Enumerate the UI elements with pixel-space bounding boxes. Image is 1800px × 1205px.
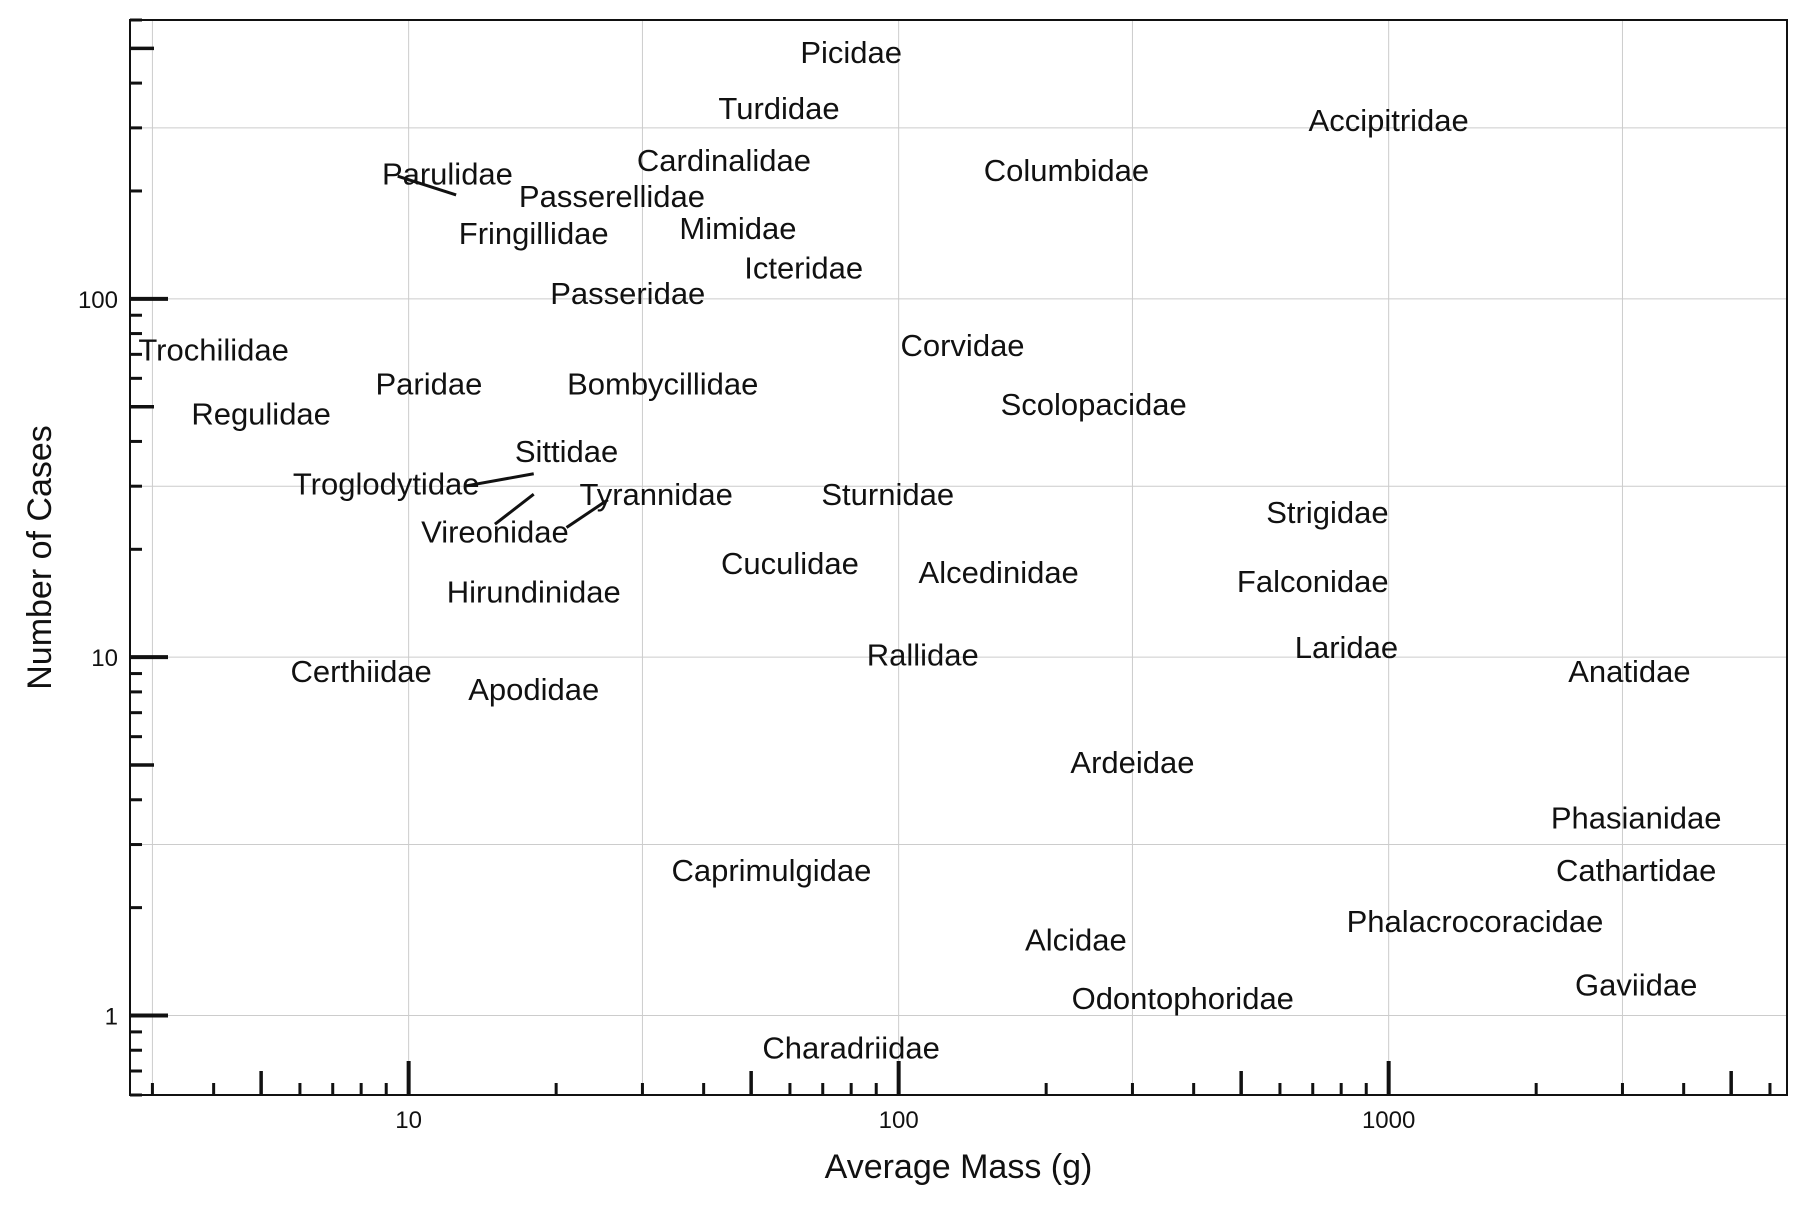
family-label-gaviidae: Gaviidae [1575, 967, 1697, 1002]
family-label-charadriidae: Charadriidae [762, 1030, 940, 1065]
leader-line [565, 498, 609, 529]
family-label-columbidae: Columbidae [984, 153, 1149, 188]
family-label-certhiidae: Certhiidae [290, 654, 431, 689]
family-label-odontophoridae: Odontophoridae [1072, 981, 1294, 1016]
family-label-vireonidae: Vireonidae [421, 515, 569, 550]
family-label-sturnidae: Sturnidae [821, 477, 954, 512]
tick-labels: 10 100 1000 1 10 100 [78, 287, 1415, 1134]
y-tick-label: 1 [105, 1004, 118, 1031]
grid-lines [130, 20, 1787, 1095]
family-label-alcidae: Alcidae [1025, 923, 1127, 958]
family-label-caprimulgidae: Caprimulgidae [671, 853, 871, 888]
family-label-troglodytidae: Troglodytidae [293, 466, 480, 501]
family-label-corvidae: Corvidae [900, 328, 1024, 363]
family-label-regulidae: Regulidae [191, 397, 331, 432]
leader-line [494, 492, 535, 526]
family-label-passeridae: Passeridae [550, 276, 705, 311]
x-tick-label: 10 [395, 1107, 422, 1134]
family-label-trochilidae: Trochilidae [138, 332, 288, 367]
plot-frame [129, 19, 1788, 1096]
family-label-rallidae: Rallidae [867, 637, 979, 672]
family-label-mimidae: Mimidae [679, 211, 796, 246]
family-label-accipitridae: Accipitridae [1309, 103, 1469, 138]
x-tick-label: 100 [879, 1107, 919, 1134]
family-label-cathartidae: Cathartidae [1556, 853, 1716, 888]
family-label-bombycillidae: Bombycillidae [567, 367, 758, 402]
family-label-apodidae: Apodidae [468, 672, 599, 707]
leader-line [464, 472, 534, 488]
family-label-strigidae: Strigidae [1266, 495, 1388, 530]
family-label-turdidae: Turdidae [718, 91, 839, 126]
family-label-ardeidae: Ardeidae [1070, 745, 1194, 780]
family-label-icteridae: Icteridae [744, 251, 863, 286]
family-label-passerellidae: Passerellidae [519, 179, 705, 214]
family-label-cardinalidae: Cardinalidae [637, 143, 811, 178]
leader-lines [397, 174, 609, 529]
family-label-fringillidae: Fringillidae [459, 216, 609, 251]
leader-line [397, 174, 457, 197]
family-label-tyrannidae: Tyrannidae [579, 477, 732, 512]
family-label-hirundinidae: Hirundinidae [447, 574, 621, 609]
x-tick-label: 1000 [1362, 1107, 1415, 1134]
family-label-scolopacidae: Scolopacidae [1001, 387, 1187, 422]
family-label-phasianidae: Phasianidae [1551, 801, 1722, 836]
family-label-picidae: Picidae [800, 35, 902, 70]
x-axis-title: Average Mass (g) [825, 1148, 1093, 1186]
family-label-falconidae: Falconidae [1237, 564, 1389, 599]
family-label-paridae: Paridae [375, 367, 482, 402]
y-axis-title: Number of Cases [21, 425, 59, 690]
family-label-cuculidae: Cuculidae [721, 546, 859, 581]
family-label-anatidae: Anatidae [1568, 654, 1690, 689]
family-label-alcedinidae: Alcedinidae [919, 555, 1079, 590]
family-labels: Picidae Turdidae Accipitridae Cardinalidae C… [138, 35, 1721, 1066]
family-label-laridae: Laridae [1295, 630, 1398, 665]
axis-ticks [130, 18, 1772, 1097]
y-tick-label: 100 [78, 287, 118, 314]
family-label-sittidae: Sittidae [515, 434, 618, 469]
y-tick-label: 10 [91, 645, 118, 672]
family-label-parulidae: Parulidae [382, 156, 513, 191]
family-label-phalacrocoracidae: Phalacrocoracidae [1347, 904, 1604, 939]
